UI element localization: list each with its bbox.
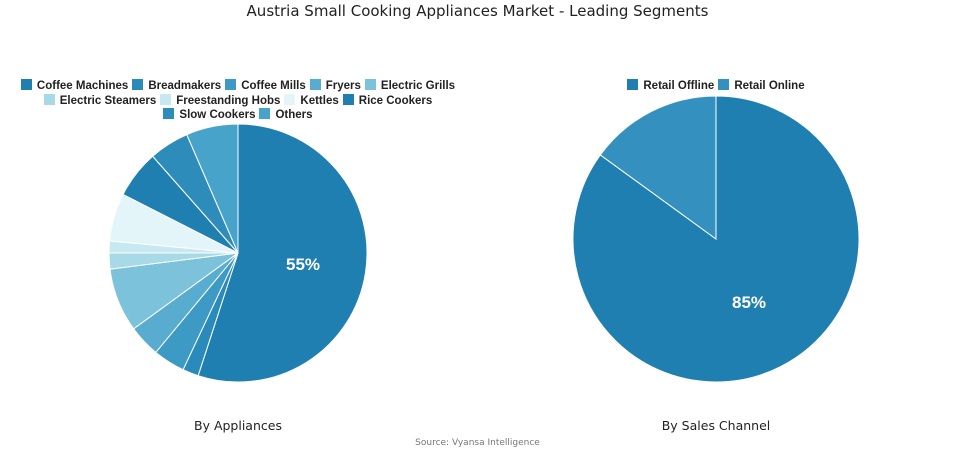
legend-label: Others: [275, 109, 313, 121]
pie-label-retail-offline: 85%: [732, 293, 766, 312]
source-note: Source: Vyansa Intelligence: [415, 438, 540, 448]
legend-label: Slow Cookers: [179, 109, 256, 121]
legend-swatch: [43, 93, 55, 105]
legend-swatch: [160, 93, 172, 105]
legend-swatch: [20, 79, 32, 90]
legend-label: Freestanding Hobs: [176, 94, 281, 107]
legend-item-retail-offline[interactable]: Retail Offline: [627, 79, 714, 94]
legend-label: Breadmakers: [148, 80, 222, 92]
legend-item-retail-online[interactable]: Retail Online: [718, 79, 805, 94]
legend-sales-channel: Retail Offline Retail Online: [566, 79, 866, 94]
legend-swatch: [309, 79, 321, 90]
legend-appliances: Coffee Machines Breadmakers Coffee Mills Fr…: [10, 79, 466, 123]
legend-item-slow-cookers[interactable]: Slow Cookers: [163, 108, 255, 123]
legend-item-electric-grills[interactable]: Electric Grills: [364, 79, 456, 94]
legend-item-breadmakers[interactable]: Breadmakers: [132, 79, 221, 94]
legend-swatch: [259, 108, 271, 119]
pie-slice-coffee-machines[interactable]: [197, 123, 368, 383]
legend-item-others[interactable]: Others: [259, 108, 313, 123]
legend-label: Electric Steamers: [59, 94, 157, 107]
legend-label: Rice Cookers: [358, 94, 433, 107]
pie-sales-channel: [572, 95, 860, 383]
legend-item-fryers[interactable]: Fryers: [309, 79, 361, 94]
legend-swatch: [342, 93, 354, 105]
subtitle-sales-channel: By Sales Channel: [661, 418, 771, 433]
legend-label: Electric Grills: [380, 80, 456, 92]
legend-swatch: [284, 93, 296, 105]
legend-label: Coffee Mills: [241, 80, 306, 92]
pie-appliances: [108, 123, 368, 383]
legend-label: Retail Offline: [643, 80, 715, 92]
legend-label: Kettles: [300, 94, 339, 107]
legend-swatch: [718, 79, 730, 90]
legend-label: Coffee Machines: [36, 80, 129, 92]
legend-swatch: [132, 79, 144, 90]
legend-item-coffee-mills[interactable]: Coffee Mills: [225, 79, 306, 94]
subtitle-appliances: By Appliances: [194, 418, 282, 433]
legend-item-electric-steamers[interactable]: Electric Steamers: [43, 93, 157, 109]
pie-slice-retail-online[interactable]: [599, 95, 717, 240]
legend-item-kettles[interactable]: Kettles: [284, 93, 339, 109]
legend-label: Retail Online: [734, 80, 805, 92]
pie-slice-others[interactable]: [186, 123, 239, 254]
chart-title: Austria Small Cooking Appliances Market …: [246, 2, 709, 20]
legend-swatch: [364, 79, 376, 90]
legend-swatch: [225, 79, 237, 90]
legend-swatch: [163, 108, 175, 119]
legend-swatch: [627, 79, 639, 90]
legend-item-rice-cookers[interactable]: Rice Cookers: [342, 93, 433, 109]
legend-item-freestanding-hobs[interactable]: Freestanding Hobs: [160, 93, 281, 109]
legend-label: Fryers: [325, 80, 361, 92]
pie-label-coffee-machines: 55%: [286, 255, 320, 274]
legend-item-coffee-machines[interactable]: Coffee Machines: [20, 79, 129, 94]
pie-slice-retail-offline[interactable]: [572, 95, 860, 383]
